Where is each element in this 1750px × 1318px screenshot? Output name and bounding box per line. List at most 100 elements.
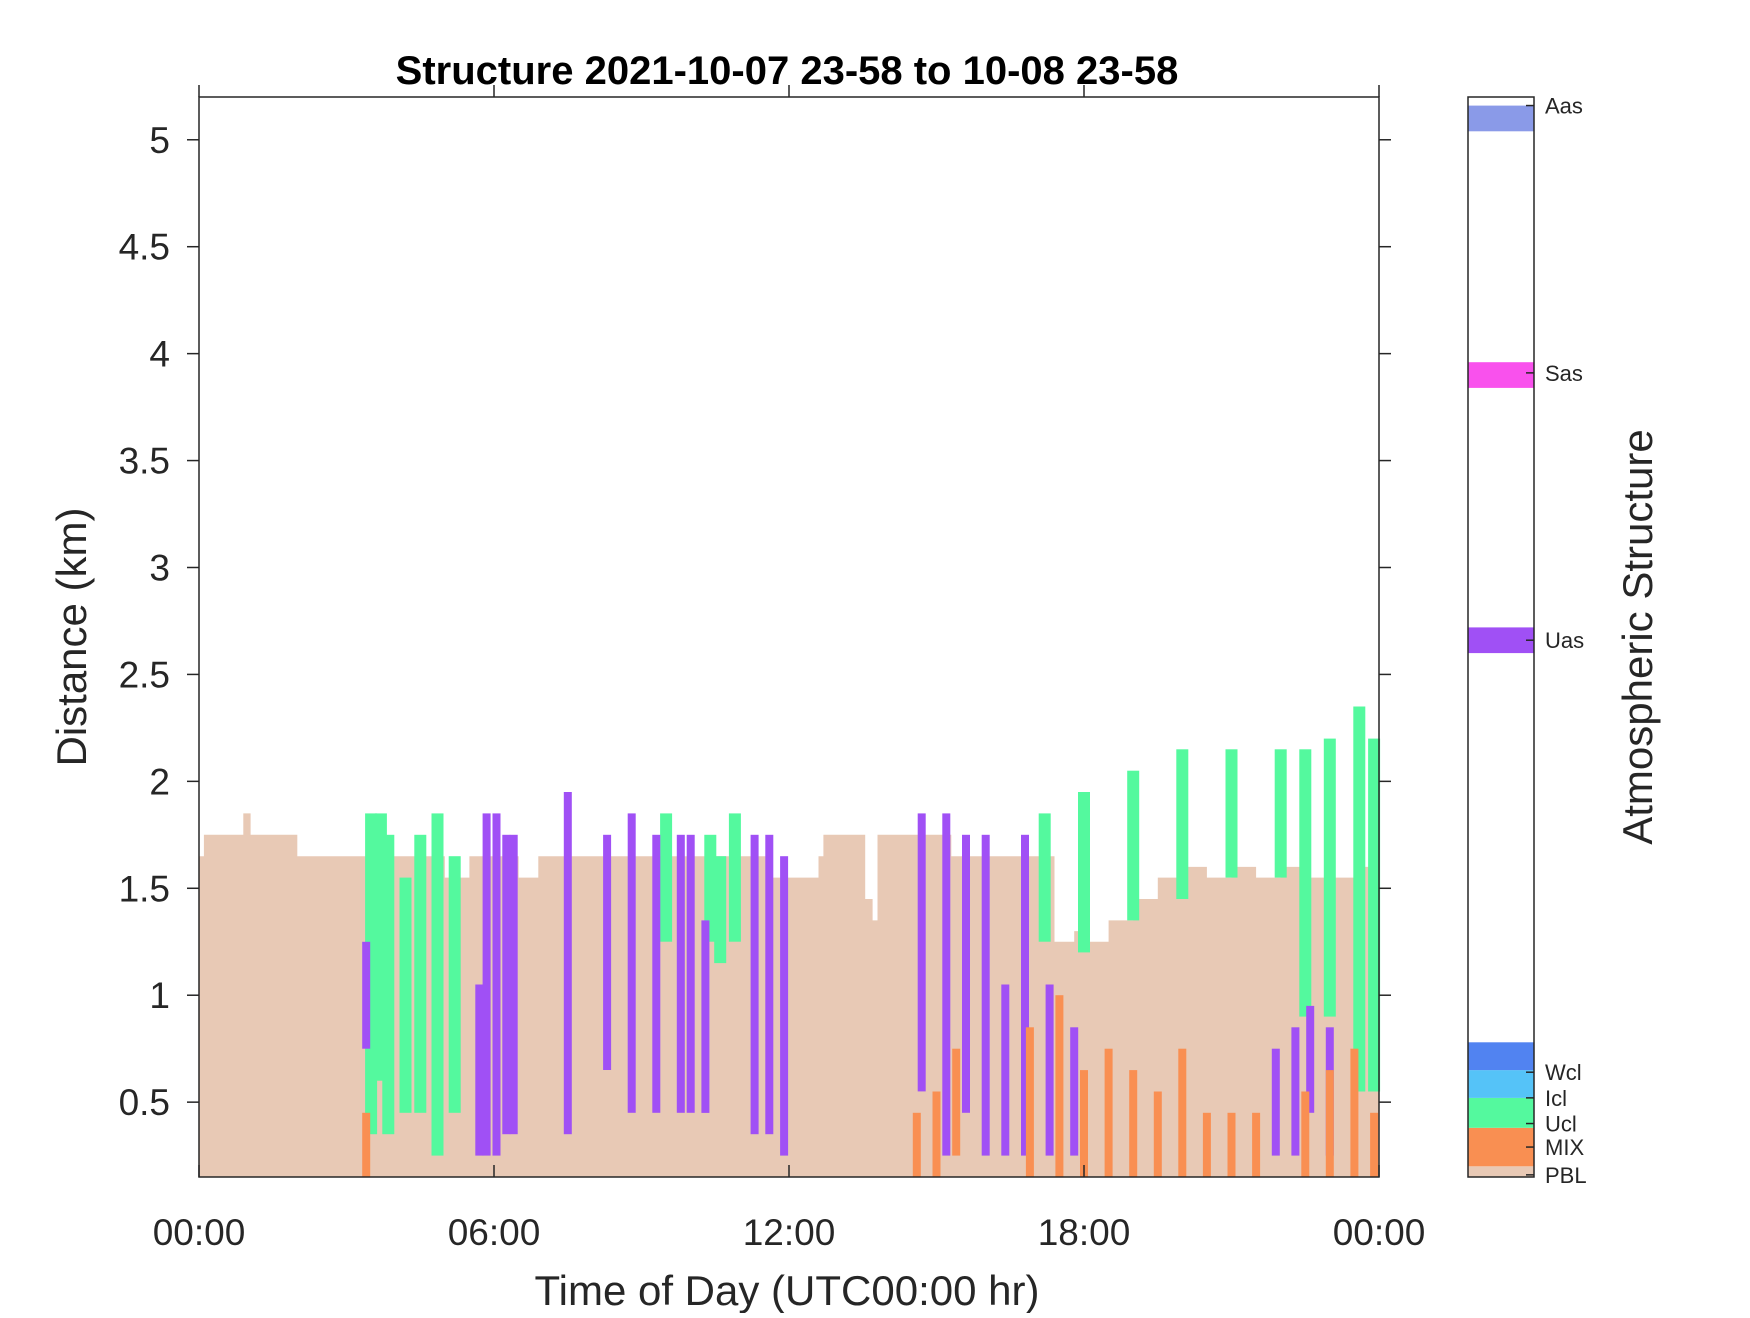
uas-bar-22 — [1045, 984, 1054, 1156]
y-tick-label-0: 0.5 — [119, 1082, 170, 1123]
ucl-bar-19 — [1353, 706, 1366, 1092]
colorbar-label: Atmospheric Structure — [1614, 429, 1661, 845]
ucl-bar-17 — [1299, 749, 1312, 1017]
y-axis-label: Distance (km) — [48, 507, 95, 766]
ucl-bar-20 — [1368, 738, 1381, 1092]
colorbar-label-aas: Aas — [1545, 94, 1583, 119]
colorbar-bands — [1468, 105, 1534, 1177]
mix-bar-15 — [1325, 1070, 1334, 1177]
uas-bar-8 — [627, 813, 636, 1113]
plot-area — [198, 96, 1381, 1178]
uas-bar-18 — [962, 834, 970, 1113]
y-tick-label-1: 1 — [149, 975, 170, 1016]
colorbar-band-icl — [1468, 1070, 1534, 1098]
y-tick-label-3: 2 — [149, 761, 170, 802]
uas-bar-10 — [676, 834, 685, 1113]
mix-bar-16 — [1350, 1048, 1359, 1177]
colorbar-frame — [1467, 96, 1535, 1178]
mix-bar-5 — [1055, 995, 1064, 1177]
uas-bar-21 — [1021, 834, 1029, 1156]
y-tick-label-6: 3.5 — [119, 441, 170, 482]
mix-bar-1 — [912, 1112, 921, 1177]
y-tick-label-4: 2.5 — [119, 654, 170, 695]
uas-bar-19 — [981, 834, 990, 1156]
x-tick-label-2: 12:00 — [743, 1212, 836, 1253]
y-tick-label-5: 3 — [149, 547, 170, 588]
uas-bar-26 — [1306, 1005, 1315, 1113]
uas-bar-24 — [1271, 1048, 1280, 1156]
colorbar-label-uas: Uas — [1545, 628, 1584, 653]
ucl-bar-13 — [1127, 770, 1140, 921]
ucl-bar-7 — [660, 813, 673, 942]
colorbar-label-mix: MIX — [1545, 1135, 1584, 1160]
ucl-bar-10 — [728, 813, 741, 942]
ucl-bar-8 — [704, 834, 717, 942]
uas-layer — [362, 792, 1334, 1156]
colorbar-label-icl: Icl — [1545, 1086, 1567, 1111]
mix-bar-14 — [1301, 1091, 1310, 1177]
uas-bar-4 — [502, 834, 511, 1135]
uas-bar-7 — [603, 834, 612, 1070]
colorbar-label-pbl: PBL — [1545, 1163, 1587, 1188]
uas-bar-25 — [1291, 1027, 1300, 1156]
x-axis: 00:00 06:00 12:00 18:00 00:00 — [153, 85, 1426, 1253]
mix-bar-9 — [1153, 1091, 1162, 1177]
ucl-bar-11 — [1038, 813, 1051, 942]
uas-bar-17 — [942, 813, 951, 1156]
mix-bar-10 — [1178, 1048, 1187, 1177]
colorbar-label-wcl: Wcl — [1545, 1060, 1582, 1085]
uas-bar-16 — [917, 813, 926, 1092]
mix-bar-11 — [1202, 1112, 1211, 1177]
x-tick-label-4: 00:00 — [1333, 1212, 1426, 1253]
ucl-bar-16 — [1274, 749, 1287, 878]
uas-bar-12 — [701, 920, 710, 1113]
x-tick-label-1: 06:00 — [448, 1212, 541, 1253]
uas-bar-9 — [652, 834, 661, 1113]
ucl-bar-14 — [1176, 749, 1189, 899]
colorbar-band-wcl — [1468, 1042, 1534, 1071]
colorbar-band-ucl — [1468, 1097, 1534, 1128]
uas-bar-3 — [492, 813, 501, 1156]
uas-bar-1 — [475, 984, 484, 1156]
mix-bar-0 — [362, 1112, 371, 1177]
mix-bar-7 — [1104, 1048, 1113, 1177]
ucl-bar-18 — [1323, 738, 1336, 1017]
uas-bar-13 — [750, 834, 759, 1135]
y-tick-label-2: 1.5 — [119, 868, 170, 909]
ucl-bar-4 — [414, 834, 427, 1113]
x-axis-label: Time of Day (UTC00:00 hr) — [535, 1267, 1040, 1313]
y-axis: 0.5 1 1.5 2 2.5 3 3.5 4 4.5 5 — [119, 120, 1391, 1123]
mix-bar-3 — [952, 1048, 961, 1156]
mix-bar-4 — [1025, 1027, 1034, 1177]
chart-title: Structure 2021-10-07 23-58 to 10-08 23-5… — [396, 49, 1179, 93]
ucl-bar-2 — [382, 834, 395, 1135]
ucl-bar-3 — [399, 877, 412, 1113]
mix-bar-2 — [932, 1091, 941, 1177]
ucl-layer — [365, 706, 1381, 1156]
colorbar-label-sas: Sas — [1545, 361, 1583, 386]
x-tick-label-0: 00:00 — [153, 1212, 246, 1253]
uas-bar-14 — [765, 834, 774, 1135]
ucl-bar-0 — [365, 813, 378, 1135]
uas-bar-6 — [563, 792, 572, 1135]
uas-bar-2 — [482, 813, 491, 1156]
ucl-bar-9 — [714, 856, 727, 964]
colorbar-band-sas — [1468, 362, 1534, 388]
uas-bar-20 — [1001, 984, 1010, 1156]
colorbar-label-ucl: Ucl — [1545, 1112, 1577, 1137]
mix-bar-12 — [1227, 1112, 1236, 1177]
uas-bar-0 — [362, 941, 371, 1049]
uas-bar-11 — [686, 834, 695, 1113]
y-tick-label-7: 4 — [149, 334, 170, 375]
ucl-bar-5 — [431, 813, 444, 1156]
mix-layer — [362, 995, 1379, 1177]
uas-bar-15 — [780, 856, 789, 1156]
x-tick-label-3: 18:00 — [1038, 1212, 1131, 1253]
uas-bar-23 — [1070, 1027, 1079, 1156]
y-tick-label-9: 5 — [149, 120, 170, 161]
colorbar-band-pbl — [1468, 1166, 1534, 1177]
colorbar-band-mix — [1468, 1127, 1534, 1167]
